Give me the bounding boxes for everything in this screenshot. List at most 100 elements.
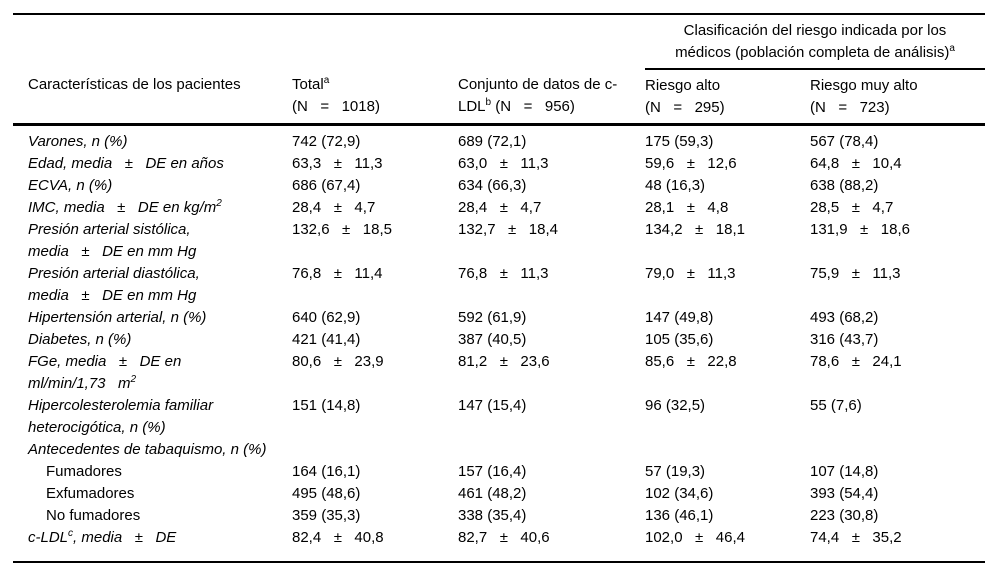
cell-value: 567 (78,4) bbox=[810, 133, 879, 150]
cell-value: 82,7 ± 40,6 bbox=[458, 529, 550, 546]
table-row: Fumadores 164 (16,1) 157 (16,4) 57 (19,3) 10… bbox=[13, 461, 985, 483]
cell-value: 316 (43,7) bbox=[810, 331, 879, 348]
cell-value bbox=[645, 439, 810, 461]
table-row: Edad, media ± DE en años 63,3 ± 11,3 63,0 … bbox=[13, 153, 985, 175]
cell-value: 592 (61,9) bbox=[458, 309, 527, 326]
column-header-row: Características de los pacientes Totala … bbox=[13, 69, 985, 125]
table-row: FGe, media ± DE en ml/min/1,73 m2 80,6 ± … bbox=[13, 351, 985, 395]
cell-value: 59,6 ± 12,6 bbox=[645, 155, 737, 172]
cell-value: 85,6 ± 22,8 bbox=[645, 353, 737, 370]
cell-value: 48 (16,3) bbox=[645, 177, 706, 194]
table-row: Presión arterial sistólica, media ± DE e… bbox=[13, 219, 985, 263]
cell-value: 82,4 ± 40,8 bbox=[292, 529, 384, 546]
column-header-riesgo-alto: Riesgo alto (N = 295) bbox=[645, 77, 725, 116]
row-label: IMC, media ± DE en kg/m2 bbox=[28, 198, 222, 217]
cell-value: 76,8 ± 11,4 bbox=[292, 265, 383, 282]
cell-value: 78,6 ± 24,1 bbox=[810, 353, 902, 370]
row-label: ECVA, n (%) bbox=[28, 177, 113, 194]
table-row: Presión arterial diastólica, media ± DE … bbox=[13, 263, 985, 307]
cell-value: 634 (66,3) bbox=[458, 177, 527, 194]
table-row: Antecedentes de tabaquismo, n (%) bbox=[13, 439, 985, 461]
row-label: Varones, n (%) bbox=[28, 133, 128, 150]
table-row: Hipertensión arterial, n (%) 640 (62,9) 59… bbox=[13, 307, 985, 329]
table-row: Hipercolesterolemia familiar heterocigót… bbox=[13, 395, 985, 439]
cell-value: 28,4 ± 4,7 bbox=[458, 199, 542, 216]
header-spacer-cell bbox=[13, 14, 645, 69]
row-label: Hipercolesterolemia familiar heterocigót… bbox=[28, 397, 214, 436]
table-row: No fumadores 359 (35,3) 338 (35,4) 136 (46,… bbox=[13, 505, 985, 527]
row-label: Antecedentes de tabaquismo, n (%) bbox=[28, 441, 267, 458]
column-header-total: Totala (N = 1018) bbox=[292, 75, 380, 116]
table-row: IMC, media ± DE en kg/m2 28,4 ± 4,7 28,4 ±… bbox=[13, 197, 985, 219]
cell-value: 131,9 ± 18,6 bbox=[810, 221, 910, 238]
cell-value: 147 (15,4) bbox=[458, 397, 527, 414]
cell-value: 387 (40,5) bbox=[458, 331, 527, 348]
cell-value: 136 (46,1) bbox=[645, 507, 714, 524]
table-header: Clasificación del riesgo indicada por lo… bbox=[13, 14, 985, 125]
cell-value: 461 (48,2) bbox=[458, 485, 527, 502]
cell-value: 74,4 ± 35,2 bbox=[810, 529, 902, 546]
cell-value: 105 (35,6) bbox=[645, 331, 714, 348]
cell-value: 164 (16,1) bbox=[292, 463, 361, 480]
cell-value: 493 (68,2) bbox=[810, 309, 879, 326]
cell-value: 81,2 ± 23,6 bbox=[458, 353, 550, 370]
patient-characteristics-table: Clasificación del riesgo indicada por lo… bbox=[13, 13, 985, 563]
cell-value: 76,8 ± 11,3 bbox=[458, 265, 549, 282]
row-label: Presión arterial diastólica, media ± DE … bbox=[28, 265, 200, 304]
cell-value: 421 (41,4) bbox=[292, 331, 361, 348]
cell-value: 102,0 ± 46,4 bbox=[645, 529, 745, 546]
row-label: c-LDLc, media ± DE bbox=[28, 528, 177, 547]
cell-value: 223 (30,8) bbox=[810, 507, 879, 524]
row-label: No fumadores bbox=[46, 507, 141, 524]
cell-value: 57 (19,3) bbox=[645, 463, 706, 480]
span-header-row: Clasificación del riesgo indicada por lo… bbox=[13, 14, 985, 70]
cell-value: 63,0 ± 11,3 bbox=[458, 155, 549, 172]
cell-value: 686 (67,4) bbox=[292, 177, 361, 194]
cell-value: 147 (49,8) bbox=[645, 309, 714, 326]
table-row: Varones, n (%) 742 (72,9) 689 (72,1) 175 (5… bbox=[13, 125, 985, 154]
column-header-cldl-dataset: Conjunto de datos de c- LDLb (N = 956) bbox=[458, 76, 618, 115]
cell-value bbox=[810, 439, 985, 461]
cell-value: 638 (88,2) bbox=[810, 177, 879, 194]
cell-value: 75,9 ± 11,3 bbox=[810, 265, 901, 282]
cell-value: 64,8 ± 10,4 bbox=[810, 155, 902, 172]
cell-value: 79,0 ± 11,3 bbox=[645, 265, 736, 282]
cell-value: 55 (7,6) bbox=[810, 397, 862, 414]
cell-value bbox=[292, 439, 458, 461]
row-label: Exfumadores bbox=[46, 485, 135, 502]
cell-value: 134,2 ± 18,1 bbox=[645, 221, 745, 238]
table-row: Diabetes, n (%) 421 (41,4) 387 (40,5) 105 (… bbox=[13, 329, 985, 351]
cell-value bbox=[458, 439, 645, 461]
cell-value: 28,1 ± 4,8 bbox=[645, 199, 729, 216]
cell-value: 107 (14,8) bbox=[810, 463, 879, 480]
cell-value: 689 (72,1) bbox=[458, 133, 527, 150]
cell-value: 742 (72,9) bbox=[292, 133, 361, 150]
cell-value: 151 (14,8) bbox=[292, 397, 361, 414]
cell-value: 28,4 ± 4,7 bbox=[292, 199, 376, 216]
column-header-riesgo-muy-alto: Riesgo muy alto (N = 723) bbox=[810, 77, 918, 116]
row-label: Edad, media ± DE en años bbox=[28, 155, 224, 172]
cell-value: 175 (59,3) bbox=[645, 133, 714, 150]
column-header-caracteristicas: Características de los pacientes bbox=[28, 76, 241, 93]
risk-classification-span-header: Clasificación del riesgo indicada por lo… bbox=[645, 14, 985, 70]
row-label: Hipertensión arterial, n (%) bbox=[28, 309, 207, 326]
table-row: Exfumadores 495 (48,6) 461 (48,2) 102 (34,6… bbox=[13, 483, 985, 505]
row-label: Presión arterial sistólica, media ± DE e… bbox=[28, 221, 197, 260]
cell-value: 102 (34,6) bbox=[645, 485, 714, 502]
cell-value: 80,6 ± 23,9 bbox=[292, 353, 384, 370]
cell-value: 359 (35,3) bbox=[292, 507, 361, 524]
row-label: FGe, media ± DE en ml/min/1,73 m2 bbox=[28, 353, 182, 392]
cell-value: 28,5 ± 4,7 bbox=[810, 199, 894, 216]
table-row: ECVA, n (%) 686 (67,4) 634 (66,3) 48 (16,3)… bbox=[13, 175, 985, 197]
cell-value: 132,7 ± 18,4 bbox=[458, 221, 558, 238]
row-label: Fumadores bbox=[46, 463, 122, 480]
cell-value: 157 (16,4) bbox=[458, 463, 527, 480]
cell-value: 495 (48,6) bbox=[292, 485, 361, 502]
table-body: Varones, n (%) 742 (72,9) 689 (72,1) 175 (5… bbox=[13, 124, 985, 562]
cell-value: 640 (62,9) bbox=[292, 309, 361, 326]
cell-value: 63,3 ± 11,3 bbox=[292, 155, 383, 172]
cell-value: 96 (32,5) bbox=[645, 397, 706, 414]
cell-value: 338 (35,4) bbox=[458, 507, 527, 524]
cell-value: 393 (54,4) bbox=[810, 485, 879, 502]
